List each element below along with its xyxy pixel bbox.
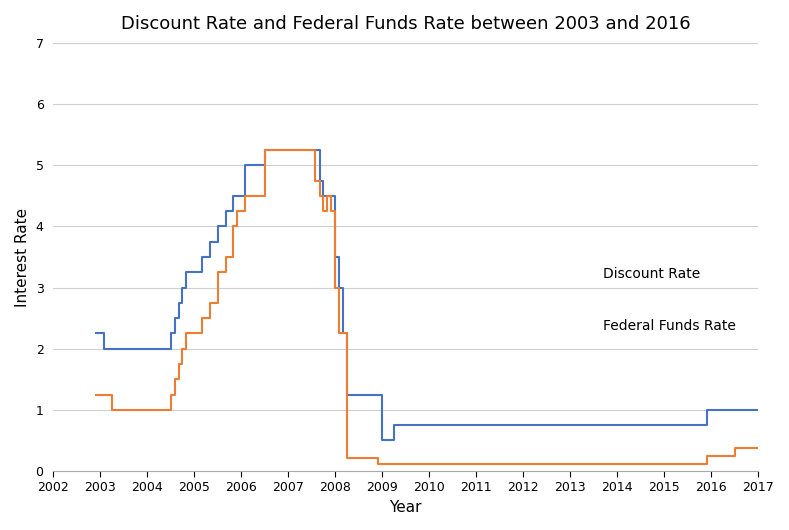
Discount Rate — [283, 147, 293, 153]
Federal Funds Rate — [753, 445, 763, 451]
Discount Rate — [143, 346, 152, 352]
Discount Rate — [335, 285, 344, 291]
Discount Rate — [311, 147, 320, 153]
Discount Rate — [185, 269, 195, 276]
Federal Funds Rate — [331, 285, 340, 291]
Discount Rate — [381, 437, 391, 444]
Discount Rate — [706, 407, 716, 413]
Discount Rate — [189, 269, 199, 276]
Discount Rate — [753, 407, 763, 413]
Discount Rate — [95, 330, 105, 337]
Discount Rate — [107, 346, 117, 352]
Discount Rate — [698, 422, 708, 428]
Discount Rate — [197, 254, 207, 260]
Y-axis label: Interest Rate: Interest Rate — [15, 207, 30, 306]
Discount Rate — [518, 422, 528, 428]
Discount Rate — [327, 192, 336, 199]
Line: Federal Funds Rate: Federal Funds Rate — [95, 150, 758, 464]
Discount Rate — [170, 315, 179, 321]
Discount Rate — [264, 147, 273, 153]
Title: Discount Rate and Federal Funds Rate between 2003 and 2016: Discount Rate and Federal Funds Rate bet… — [121, 15, 690, 33]
Discount Rate — [660, 422, 669, 428]
Discount Rate — [323, 192, 332, 199]
Discount Rate — [319, 192, 328, 199]
Discount Rate — [389, 422, 398, 428]
Federal Funds Rate — [357, 454, 367, 461]
Federal Funds Rate — [456, 461, 466, 467]
Discount Rate — [91, 330, 100, 337]
Text: Federal Funds Rate: Federal Funds Rate — [603, 319, 736, 333]
Discount Rate — [99, 346, 109, 352]
Discount Rate — [424, 422, 434, 428]
Discount Rate — [213, 223, 222, 229]
Federal Funds Rate — [342, 454, 352, 461]
Federal Funds Rate — [205, 299, 215, 306]
Discount Rate — [241, 162, 250, 169]
Discount Rate — [221, 208, 230, 214]
Text: Discount Rate: Discount Rate — [603, 267, 701, 281]
Discount Rate — [229, 192, 238, 199]
X-axis label: Year: Year — [390, 500, 422, 515]
Discount Rate — [730, 407, 739, 413]
Discount Rate — [342, 391, 352, 398]
Federal Funds Rate — [91, 391, 100, 398]
Discount Rate — [237, 192, 246, 199]
Federal Funds Rate — [260, 147, 270, 153]
Discount Rate — [566, 422, 575, 428]
Line: Discount Rate: Discount Rate — [95, 150, 758, 440]
Discount Rate — [205, 238, 215, 245]
Discount Rate — [233, 192, 242, 199]
Discount Rate — [472, 422, 481, 428]
Discount Rate — [181, 269, 191, 276]
Discount Rate — [377, 437, 387, 444]
Discount Rate — [166, 330, 175, 337]
Discount Rate — [338, 330, 348, 337]
Federal Funds Rate — [335, 330, 344, 337]
Discount Rate — [703, 407, 712, 413]
Discount Rate — [178, 285, 187, 291]
Discount Rate — [146, 346, 155, 352]
Discount Rate — [612, 422, 622, 428]
Discount Rate — [260, 147, 270, 153]
Discount Rate — [174, 299, 184, 306]
Discount Rate — [315, 178, 324, 184]
Discount Rate — [331, 254, 340, 260]
Federal Funds Rate — [374, 461, 383, 467]
